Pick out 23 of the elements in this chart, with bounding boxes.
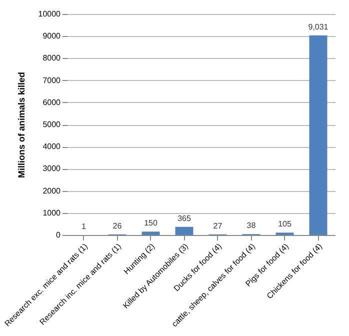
bar xyxy=(309,35,328,235)
y-tick-label: 8000 xyxy=(42,54,62,63)
data-label: 38 xyxy=(246,221,256,230)
y-tick-label: 4000 xyxy=(42,142,62,152)
y-tick-label: 5000 xyxy=(42,120,62,129)
y-tick-label: 0 xyxy=(56,230,62,240)
bar xyxy=(142,232,160,235)
y-tick-label: 9000 xyxy=(42,32,62,41)
data-label: 9,031 xyxy=(308,22,329,32)
data-label: 150 xyxy=(144,218,158,228)
data-label: 26 xyxy=(112,221,122,230)
y-tick-label: 3000 xyxy=(42,164,62,174)
y-tick-label: 2000 xyxy=(42,186,62,196)
data-label: 1 xyxy=(82,222,87,231)
bar xyxy=(175,226,194,235)
data-label: 105 xyxy=(278,220,292,229)
y-tick-label: 1000 xyxy=(42,208,62,218)
data-label: 365 xyxy=(178,214,192,223)
y-tick-label: 10000 xyxy=(38,10,62,18)
y-tick-label: 6000 xyxy=(42,98,62,107)
data-label: 27 xyxy=(213,221,223,230)
y-axis-title: Millions of animals killed xyxy=(16,72,26,178)
y-tick-label: 7000 xyxy=(42,76,62,85)
